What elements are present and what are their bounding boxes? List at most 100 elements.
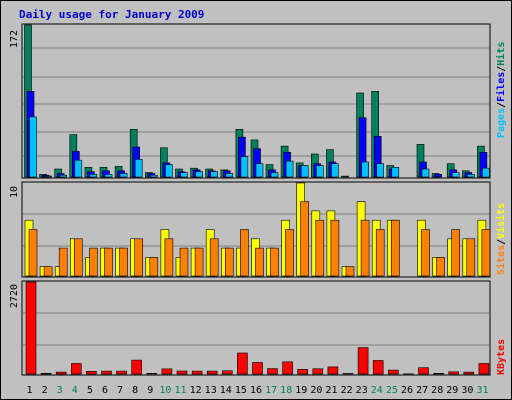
bar-sites-day-27: [421, 229, 430, 277]
day-label-6: 6: [102, 385, 108, 396]
day-label-15: 15: [235, 385, 247, 396]
bar-sites-day-28: [436, 257, 445, 277]
bar-kbytes-day-8: [131, 359, 142, 375]
bar-pages-day-31: [482, 167, 490, 178]
day-label-4: 4: [72, 385, 78, 396]
bar-kbytes-day-20: [312, 368, 324, 375]
bar-sites-day-6: [104, 247, 113, 277]
day-label-9: 9: [147, 385, 153, 396]
day-label-22: 22: [341, 385, 353, 396]
legend-hits: Hits: [495, 42, 507, 66]
ytick-label-2: 10: [9, 186, 20, 198]
bar-pages-day-2: [44, 175, 52, 178]
bar-kbytes-day-18: [282, 361, 293, 375]
chart-title: Daily usage for January 2009: [19, 8, 205, 21]
day-label-7: 7: [117, 385, 123, 396]
bar-sites-day-12: [194, 247, 204, 277]
bar-kbytes-day-14: [222, 370, 233, 375]
bar-kbytes-day-23: [357, 347, 369, 375]
day-label-21: 21: [325, 385, 337, 396]
bar-kbytes-day-13: [206, 370, 218, 375]
bar-sites-day-3: [58, 247, 68, 277]
bar-sites-day-11: [179, 247, 189, 277]
legend-visits: Visits: [495, 203, 507, 239]
bar-kbytes-day-10: [161, 368, 173, 375]
bar-pages-day-5: [89, 174, 98, 178]
day-label-17: 17: [265, 385, 277, 396]
legend-files: Files: [495, 72, 507, 102]
bar-kbytes-day-12: [191, 370, 203, 375]
bar-files-day-28: [434, 174, 442, 178]
bar-kbytes-day-28: [433, 372, 444, 375]
bar-sites-day-10: [164, 238, 174, 277]
bar-kbytes-day-30: [463, 371, 475, 375]
bar-pages-day-15: [240, 156, 249, 178]
day-label-27: 27: [416, 385, 428, 396]
bar-kbytes-day-9: [146, 372, 158, 375]
bar-pages-day-9: [150, 174, 158, 178]
day-label-3: 3: [57, 385, 63, 396]
bar-kbytes-day-22: [342, 373, 354, 375]
bar-kbytes-day-5: [86, 370, 97, 375]
day-label-31: 31: [476, 385, 488, 396]
day-label-30: 30: [461, 385, 473, 396]
bar-kbytes-day-4: [71, 363, 82, 375]
bar-pages-day-12: [195, 171, 203, 178]
bar-kbytes-day-31: [478, 363, 490, 375]
day-label-10: 10: [159, 385, 171, 396]
legend-sites: Sites: [495, 245, 507, 275]
day-label-8: 8: [132, 385, 138, 396]
bar-sites-day-14: [225, 247, 234, 277]
bar-sites-day-17: [270, 247, 279, 277]
legend-pages: Pages: [496, 108, 507, 138]
bar-kbytes-day-2: [40, 372, 52, 375]
bar-kbytes-day-7: [116, 370, 127, 375]
bar-sites-day-2: [43, 266, 53, 277]
bar-kbytes-day-25: [387, 369, 399, 375]
day-label-14: 14: [220, 385, 232, 396]
bar-pages-day-8: [134, 159, 143, 178]
bar-sites-day-31: [481, 229, 491, 277]
legend-hits-files-pages: Pages/Files/Hits: [495, 42, 507, 138]
bar-sites-day-21: [330, 219, 340, 277]
bar-kbytes-day-6: [101, 370, 112, 375]
bar-sites-day-18: [285, 229, 294, 277]
bar-sites-day-20: [315, 219, 325, 277]
bar-pages-day-21: [331, 163, 339, 178]
bar-pages-day-6: [104, 174, 113, 178]
bar-sites-day-7: [119, 247, 128, 277]
bar-pages-day-7: [119, 173, 128, 178]
bar-sites-day-5: [89, 247, 98, 277]
bar-hits-day-22: [341, 175, 349, 178]
bar-sites-day-4: [74, 238, 83, 277]
day-label-23: 23: [356, 385, 368, 396]
bar-pages-day-17: [270, 172, 279, 178]
bar-sites-day-24: [375, 229, 385, 277]
bar-pages-day-4: [74, 159, 83, 178]
day-label-19: 19: [295, 385, 307, 396]
day-label-26: 26: [401, 385, 413, 396]
bar-sites-day-15: [240, 229, 249, 277]
bar-kbytes-day-27: [418, 367, 429, 375]
bar-pages-day-3: [59, 174, 68, 178]
ytick-label-3: 2720: [9, 284, 20, 308]
bar-kbytes-day-29: [448, 371, 460, 375]
day-label-12: 12: [190, 385, 202, 396]
bar-sites-day-13: [209, 238, 219, 277]
bar-pages-day-29: [451, 172, 460, 178]
bar-pages-day-25: [391, 167, 400, 178]
bar-pages-day-27: [421, 168, 430, 178]
bar-pages-day-14: [225, 173, 234, 178]
panel-3: [21, 280, 491, 376]
bar-kbytes-day-15: [237, 352, 248, 375]
bar-sites-day-19: [300, 201, 310, 277]
bar-pages-day-24: [376, 163, 385, 178]
bar-pages-day-23: [361, 161, 369, 178]
day-label-16: 16: [250, 385, 262, 396]
bar-pages-day-11: [180, 172, 188, 178]
day-label-1: 1: [26, 385, 32, 396]
day-label-20: 20: [310, 385, 322, 396]
bar-kbytes-day-19: [297, 368, 309, 375]
bar-pages-day-19: [300, 165, 309, 178]
